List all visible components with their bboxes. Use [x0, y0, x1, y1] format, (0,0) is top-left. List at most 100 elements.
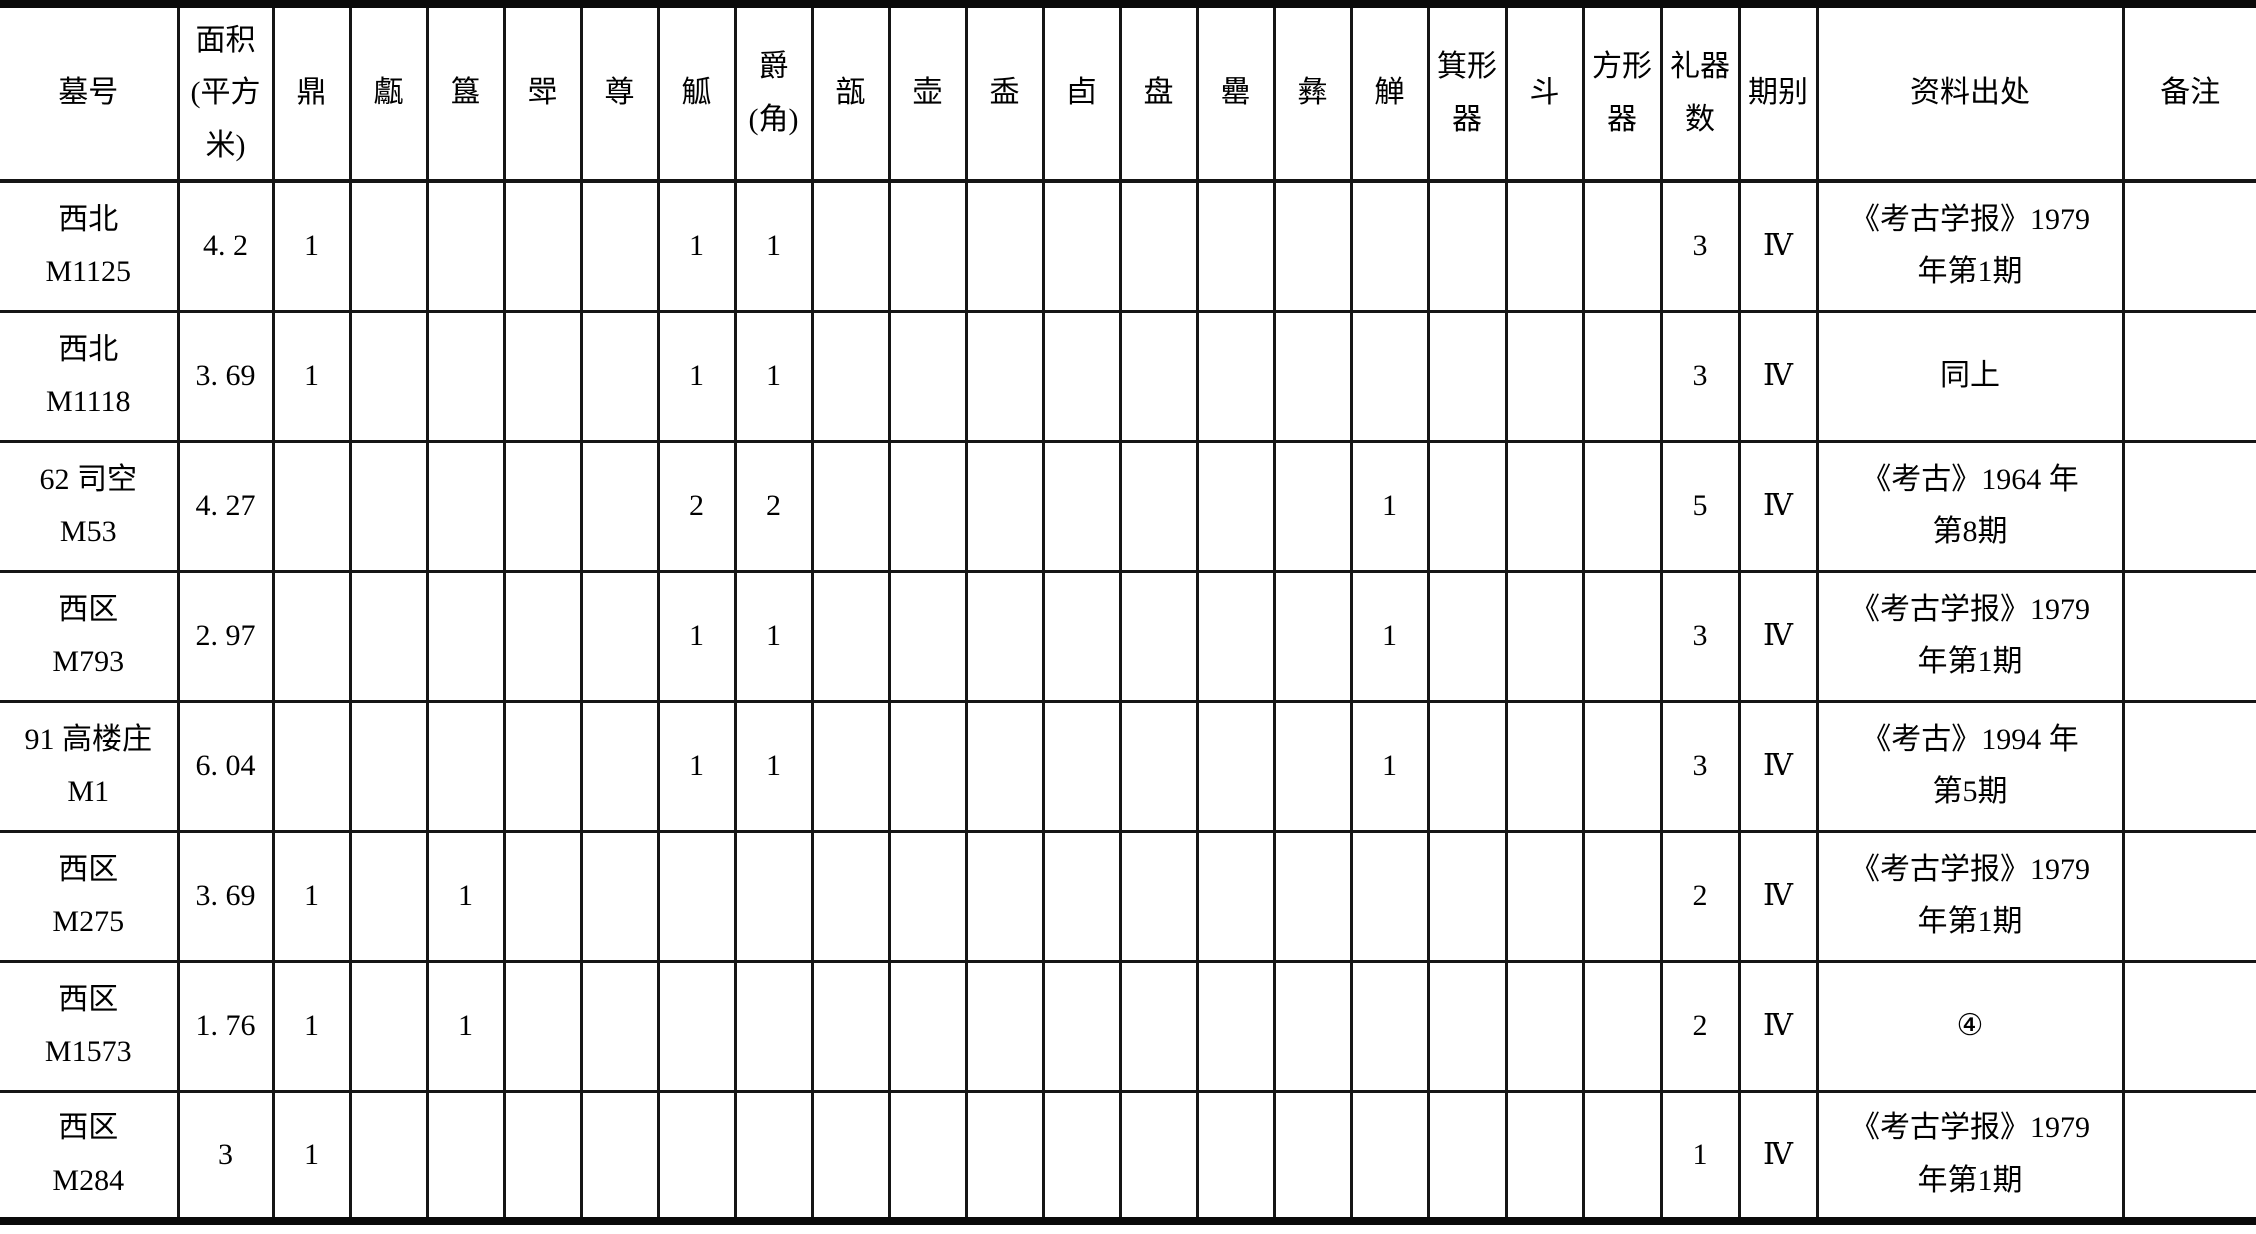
cell-yi [1272, 1089, 1353, 1223]
cell-zun [579, 309, 660, 443]
cell-gu: 1 [656, 569, 737, 703]
cell-qibie: Ⅳ [1737, 1089, 1819, 1223]
cell-jia [502, 309, 583, 443]
col-header-ding: 鼎 [271, 2, 352, 183]
cell-fangxingqi [1581, 1089, 1663, 1223]
cell-yi [1272, 179, 1353, 313]
cell-muhao: 91 高楼庄 M1 [0, 699, 180, 833]
cell-jue-jiao: 1 [733, 569, 814, 703]
cell-qibie: Ⅳ [1737, 309, 1819, 443]
table-body: 西北 M1125 4. 2 1 1 1 3 Ⅳ 《考古学报》1979 年第1期 西北 M1118… [0, 179, 2256, 1223]
cell-dou [1504, 309, 1585, 443]
cell-lei [1195, 829, 1276, 963]
cell-jue-jiao [733, 959, 814, 1093]
cell-muhao: 西区 M275 [0, 829, 180, 963]
cell-liqishu: 1 [1659, 1089, 1741, 1223]
col-header-yi: 彝 [1272, 2, 1353, 183]
cell-jia [502, 179, 583, 313]
cell-fangxingqi [1581, 829, 1663, 963]
cell-he [964, 829, 1045, 963]
cell-jia [502, 569, 583, 703]
cell-pan [1118, 309, 1199, 443]
cell-ziliaochuchu: 《考古学报》1979 年第1期 [1815, 829, 2125, 963]
cell-beizhu [2121, 569, 2256, 703]
cell-you [1041, 569, 1122, 703]
cell-zun [579, 569, 660, 703]
cell-jixingqi [1426, 309, 1508, 443]
cell-ziliaochuchu: 《考古学报》1979 年第1期 [1815, 179, 2125, 313]
cell-yan [348, 1089, 429, 1223]
cell-muhao: 西区 M284 [0, 1089, 180, 1223]
cell-qibie: Ⅳ [1737, 699, 1819, 833]
cell-yi [1272, 439, 1353, 573]
cell-ziliaochuchu: 《考古》1964 年 第8期 [1815, 439, 2125, 573]
header-row: 墓号 面积 (平方 米) 鼎甗簋斝尊觚爵 (角) 瓿壶盉卣盘罍彝觯箕形 器斗方形 器礼… [0, 2, 2256, 183]
table-row: 西区 M284 3 1 1 Ⅳ 《考古学报》1979 年第1期 [0, 1089, 2256, 1223]
cell-you [1041, 699, 1122, 833]
cell-dou [1504, 959, 1585, 1093]
cell-mianji: 6. 04 [176, 699, 275, 833]
cell-liqishu: 3 [1659, 569, 1741, 703]
col-header-mianji: 面积 (平方 米) [176, 2, 275, 183]
cell-zhi [1349, 1089, 1430, 1223]
cell-zhi [1349, 829, 1430, 963]
cell-you [1041, 179, 1122, 313]
cell-you [1041, 829, 1122, 963]
cell-zun [579, 1089, 660, 1223]
cell-jixingqi [1426, 569, 1508, 703]
cell-ding [271, 439, 352, 573]
cell-pan [1118, 829, 1199, 963]
col-header-dou: 斗 [1504, 2, 1585, 183]
cell-muhao: 西北 M1125 [0, 179, 180, 313]
cell-liqishu: 2 [1659, 829, 1741, 963]
cell-mianji: 3 [176, 1089, 275, 1223]
table-header: 墓号 面积 (平方 米) 鼎甗簋斝尊觚爵 (角) 瓿壶盉卣盘罍彝觯箕形 器斗方形 器礼… [0, 2, 2256, 183]
cell-mianji: 1. 76 [176, 959, 275, 1093]
cell-yi [1272, 699, 1353, 833]
cell-yan [348, 439, 429, 573]
cell-lei [1195, 569, 1276, 703]
cell-fangxingqi [1581, 959, 1663, 1093]
cell-mianji: 2. 97 [176, 569, 275, 703]
cell-jue-jiao: 2 [733, 439, 814, 573]
cell-you [1041, 309, 1122, 443]
col-header-liqishu: 礼器 数 [1659, 2, 1741, 183]
cell-mianji: 4. 2 [176, 179, 275, 313]
col-header-jixingqi: 箕形 器 [1426, 2, 1508, 183]
cell-qibie: Ⅳ [1737, 439, 1819, 573]
cell-jixingqi [1426, 1089, 1508, 1223]
cell-ding: 1 [271, 309, 352, 443]
cell-ziliaochuchu: 同上 [1815, 309, 2125, 443]
cell-gui [425, 179, 506, 313]
cell-he [964, 569, 1045, 703]
cell-fangxingqi [1581, 179, 1663, 313]
cell-zun [579, 179, 660, 313]
cell-yan [348, 829, 429, 963]
col-header-jia: 斝 [502, 2, 583, 183]
cell-pan [1118, 569, 1199, 703]
cell-hu [887, 179, 968, 313]
cell-jue-jiao: 1 [733, 179, 814, 313]
cell-gu [656, 829, 737, 963]
cell-bu [810, 309, 891, 443]
cell-lei [1195, 179, 1276, 313]
cell-zhi [1349, 179, 1430, 313]
cell-gui [425, 1089, 506, 1223]
cell-you [1041, 439, 1122, 573]
cell-yi [1272, 569, 1353, 703]
cell-dou [1504, 569, 1585, 703]
table-row: 91 高楼庄 M1 6. 04 1 1 1 3 Ⅳ 《考古》1994 年 第5期 [0, 699, 2256, 833]
cell-jia [502, 439, 583, 573]
cell-gu [656, 959, 737, 1093]
cell-gui: 1 [425, 959, 506, 1093]
cell-yan [348, 179, 429, 313]
cell-qibie: Ⅳ [1737, 959, 1819, 1093]
cell-jue-jiao [733, 829, 814, 963]
table-row: 西区 M793 2. 97 1 1 1 3 Ⅳ 《考古学报》1979 年第1期 [0, 569, 2256, 703]
cell-ding [271, 569, 352, 703]
cell-mianji: 3. 69 [176, 309, 275, 443]
cell-gui [425, 699, 506, 833]
cell-zun [579, 829, 660, 963]
cell-ding: 1 [271, 959, 352, 1093]
